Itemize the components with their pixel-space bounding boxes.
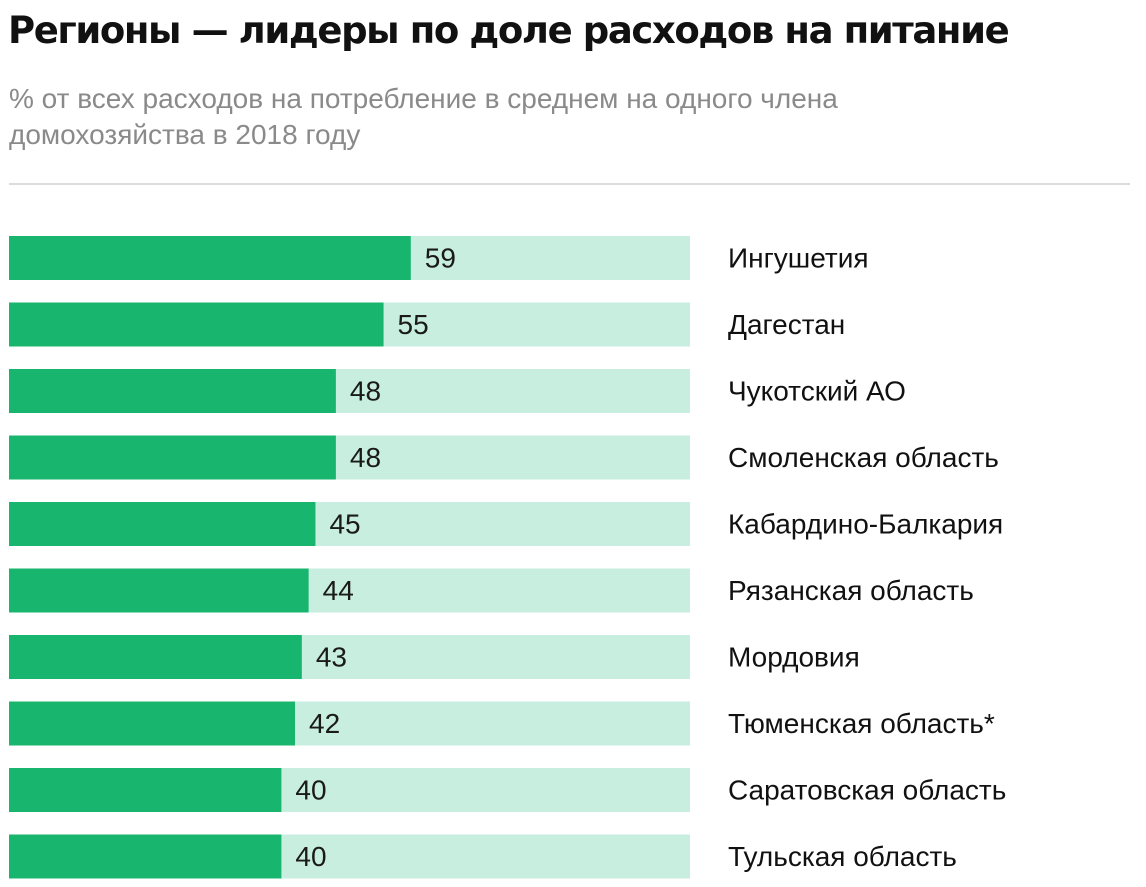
value-label: 45 bbox=[329, 509, 360, 540]
bar bbox=[9, 701, 296, 746]
category-label: Дагестан bbox=[728, 309, 845, 340]
value-label: 48 bbox=[350, 442, 381, 473]
category-label: Саратовская область bbox=[728, 775, 1006, 806]
value-label: 55 bbox=[398, 309, 429, 340]
value-label: 43 bbox=[316, 642, 347, 673]
category-label: Тюменская область* bbox=[728, 708, 995, 739]
bar bbox=[9, 236, 411, 280]
value-label: 59 bbox=[425, 243, 456, 274]
category-label: Ингушетия bbox=[728, 243, 869, 274]
category-label: Кабардино-Балкария bbox=[728, 509, 1003, 540]
category-label: Мордовия bbox=[728, 642, 860, 673]
category-label: Смоленская область bbox=[728, 442, 999, 473]
category-label: Тульская область bbox=[728, 841, 957, 872]
bar bbox=[9, 834, 282, 879]
header-divider bbox=[9, 183, 1130, 185]
value-label: 42 bbox=[309, 708, 340, 739]
bar bbox=[9, 369, 336, 413]
chart-subtitle: % от всех расходов на потребление в сред… bbox=[9, 83, 838, 150]
category-label: Рязанская область bbox=[728, 575, 974, 606]
value-label: 48 bbox=[350, 376, 381, 407]
value-label: 40 bbox=[295, 775, 326, 806]
bar bbox=[9, 435, 336, 480]
value-label: 44 bbox=[323, 575, 354, 606]
bar bbox=[9, 568, 309, 613]
value-label: 40 bbox=[295, 841, 326, 872]
category-label: Чукотский АО bbox=[728, 376, 906, 407]
chart-title: Регионы — лидеры по доле расходов на пит… bbox=[8, 9, 1010, 52]
bar bbox=[9, 302, 384, 347]
bar bbox=[9, 502, 316, 546]
bar bbox=[9, 635, 302, 679]
bar bbox=[9, 768, 282, 812]
